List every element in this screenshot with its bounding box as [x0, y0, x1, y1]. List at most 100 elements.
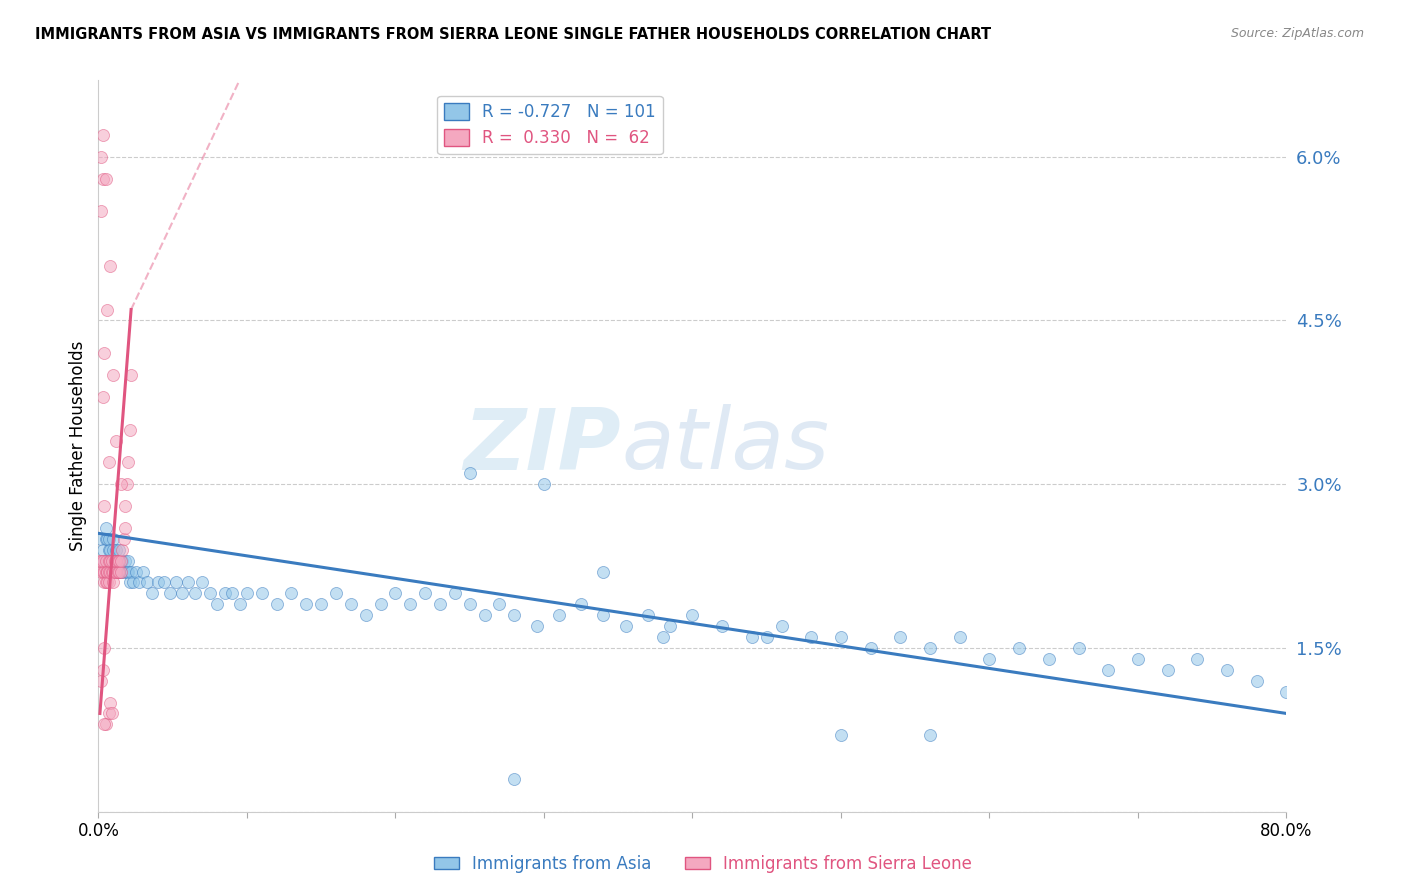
Point [176, 575, 198, 590]
Point [97, 706, 120, 721]
Point [592, 565, 614, 579]
Point [90, 565, 112, 579]
Point [91, 565, 114, 579]
Point [93, 575, 115, 590]
Point [859, 640, 882, 655]
Text: atlas: atlas [621, 404, 830, 488]
Point [107, 565, 129, 579]
Point [101, 706, 124, 721]
Point [94, 565, 117, 579]
Point [97, 532, 120, 546]
Point [107, 554, 129, 568]
Point [94, 554, 117, 568]
Point [429, 597, 451, 611]
Point [105, 542, 128, 557]
Point [526, 619, 548, 633]
Point [800, 630, 823, 644]
Point [98, 565, 121, 579]
Point [533, 477, 555, 491]
Point [221, 586, 243, 600]
Point [569, 597, 592, 611]
Point [354, 608, 377, 623]
Point [458, 597, 481, 611]
Point [474, 608, 496, 623]
Point [1038, 652, 1060, 666]
Point [755, 630, 778, 644]
Point [112, 532, 135, 546]
Point [920, 728, 942, 742]
Point [340, 597, 363, 611]
Point [413, 586, 436, 600]
Point [105, 434, 128, 448]
Point [90, 532, 112, 546]
Point [118, 575, 141, 590]
Point [214, 586, 236, 600]
Text: Source: ZipAtlas.com: Source: ZipAtlas.com [1230, 27, 1364, 40]
Point [103, 368, 125, 382]
Point [1067, 640, 1090, 655]
Point [96, 565, 118, 579]
Point [93, 565, 115, 579]
Point [592, 608, 614, 623]
Legend: R = -0.727   N = 101, R =  0.330   N =  62: R = -0.727 N = 101, R = 0.330 N = 62 [437, 96, 662, 154]
Point [94, 171, 117, 186]
Point [170, 586, 193, 600]
Point [110, 477, 132, 491]
Point [146, 575, 169, 590]
Point [110, 554, 132, 568]
Point [1008, 640, 1031, 655]
Point [117, 455, 139, 469]
Point [637, 608, 659, 623]
Y-axis label: Single Father Households: Single Father Households [69, 341, 87, 551]
Point [117, 565, 139, 579]
Point [159, 586, 181, 600]
Point [108, 542, 131, 557]
Point [384, 586, 406, 600]
Point [110, 554, 132, 568]
Point [184, 586, 207, 600]
Point [370, 597, 392, 611]
Point [110, 565, 132, 579]
Point [128, 575, 150, 590]
Point [104, 554, 127, 568]
Point [458, 467, 481, 481]
Point [614, 619, 637, 633]
Point [920, 640, 942, 655]
Point [103, 542, 125, 557]
Point [1216, 663, 1239, 677]
Point [101, 554, 124, 568]
Point [325, 586, 347, 600]
Point [91, 128, 114, 142]
Point [1187, 652, 1209, 666]
Point [103, 532, 125, 546]
Point [120, 368, 142, 382]
Point [659, 619, 682, 633]
Point [132, 565, 155, 579]
Point [91, 542, 114, 557]
Point [503, 772, 526, 786]
Point [503, 608, 526, 623]
Point [979, 652, 1001, 666]
Point [111, 542, 134, 557]
Point [830, 630, 852, 644]
Point [770, 619, 793, 633]
Point [93, 640, 115, 655]
Point [104, 554, 127, 568]
Text: ZIP: ZIP [464, 404, 621, 488]
Point [651, 630, 673, 644]
Point [741, 630, 763, 644]
Point [90, 554, 112, 568]
Point [165, 575, 187, 590]
Point [830, 728, 852, 742]
Point [96, 575, 118, 590]
Point [101, 554, 124, 568]
Point [443, 586, 465, 600]
Point [105, 565, 128, 579]
Point [94, 575, 117, 590]
Point [96, 302, 118, 317]
Legend: Immigrants from Asia, Immigrants from Sierra Leone: Immigrants from Asia, Immigrants from Si… [427, 848, 979, 880]
Point [108, 565, 131, 579]
Text: IMMIGRANTS FROM ASIA VS IMMIGRANTS FROM SIERRA LEONE SINGLE FATHER HOUSEHOLDS CO: IMMIGRANTS FROM ASIA VS IMMIGRANTS FROM … [35, 27, 991, 42]
Point [93, 346, 115, 360]
Point [108, 554, 131, 568]
